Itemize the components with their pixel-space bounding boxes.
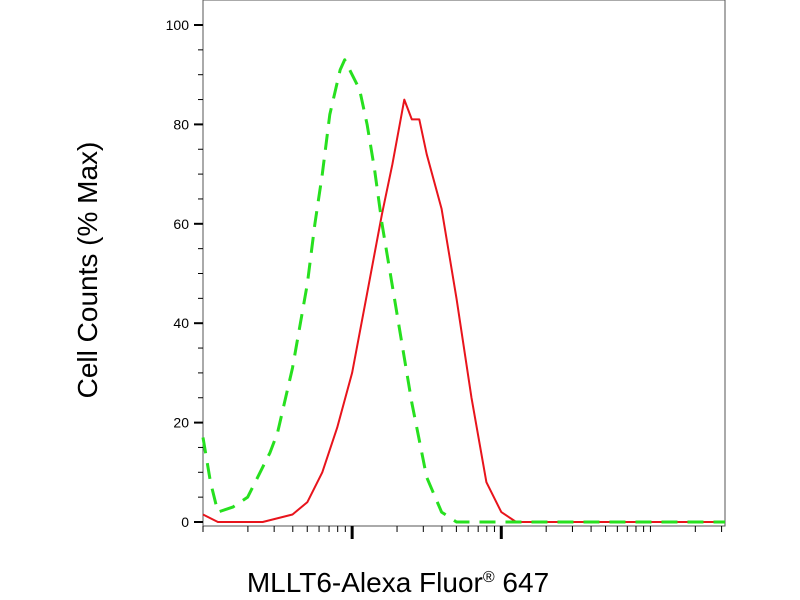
y-tick-label: 20 <box>173 415 189 431</box>
plot-frame <box>202 0 726 527</box>
y-tick-label: 80 <box>173 116 189 132</box>
y-tick-label: 40 <box>173 315 189 331</box>
x-axis-label-mark: ® <box>483 569 495 586</box>
series-line-dashed <box>201 58 725 524</box>
y-tick-label: 100 <box>166 17 190 33</box>
series-group <box>201 58 725 524</box>
x-axis-label-suffix: 647 <box>495 567 550 598</box>
y-axis-label: Cell Counts (% Max) <box>72 142 103 399</box>
y-axis: 0 20 40 60 80 100 <box>166 17 203 530</box>
y-tick-label: 60 <box>173 216 189 232</box>
x-axis <box>202 526 723 539</box>
x-axis-label-text: MLLT6-Alexa Fluor <box>247 567 483 598</box>
y-tick-label: 0 <box>181 514 189 530</box>
x-axis-label: MLLT6-Alexa Fluor® 647 <box>247 567 549 598</box>
series-line-solid <box>202 98 725 523</box>
